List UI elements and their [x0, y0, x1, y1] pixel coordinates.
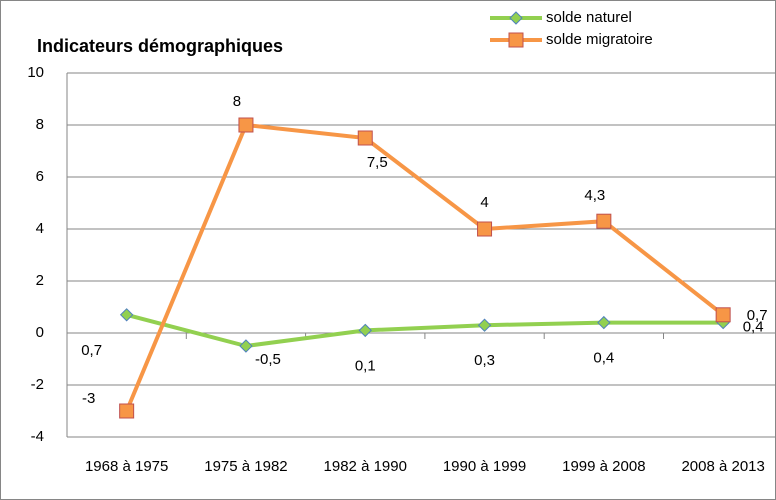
x-tick-label: 1999 à 2008	[562, 458, 645, 475]
y-tick-label: 10	[27, 64, 44, 81]
data-label: 0,4	[743, 319, 764, 336]
x-tick-label: 1982 à 1990	[324, 458, 407, 475]
data-label: 0,4	[593, 350, 614, 367]
y-tick-label: 2	[36, 272, 44, 289]
data-label: -3	[82, 390, 95, 407]
data-label: 7,5	[367, 154, 388, 171]
y-tick-label: 8	[36, 116, 44, 133]
data-label: 4,3	[584, 187, 605, 204]
point	[358, 323, 372, 338]
x-tick-label: 1975 à 1982	[204, 458, 287, 475]
point	[508, 32, 524, 48]
y-tick-label: 6	[36, 168, 44, 185]
point	[119, 403, 135, 419]
x-tick-label: 1968 à 1975	[85, 458, 168, 475]
data-label: 0,7	[81, 342, 102, 359]
y-tick-label: -2	[31, 376, 44, 393]
y-tick-label: -4	[31, 428, 44, 445]
data-label: 0,1	[355, 357, 376, 374]
point	[477, 318, 492, 332]
line	[124, 122, 725, 412]
legend-label: solde naturel	[546, 9, 632, 26]
x-tick-label: 2008 à 2013	[681, 458, 764, 475]
y-tick-label: 4	[36, 220, 44, 237]
point	[509, 11, 523, 25]
data-label: 8	[233, 93, 241, 110]
point	[596, 213, 612, 229]
y-tick-label: 0	[36, 324, 44, 341]
point	[239, 339, 253, 353]
data-label: 0,7	[747, 307, 768, 324]
point	[715, 307, 731, 323]
point	[119, 308, 134, 322]
chart-title: Indicateurs démographiques	[37, 36, 283, 56]
point	[238, 117, 254, 133]
legend-label: solde migratoire	[546, 31, 653, 48]
data-label: 4	[480, 194, 488, 211]
point	[357, 130, 373, 146]
x-tick-label: 1990 à 1999	[443, 458, 526, 475]
data-label: -0,5	[255, 351, 281, 368]
line	[126, 312, 724, 349]
point	[597, 315, 611, 330]
data-label: 0,3	[474, 352, 495, 369]
point	[477, 221, 493, 237]
